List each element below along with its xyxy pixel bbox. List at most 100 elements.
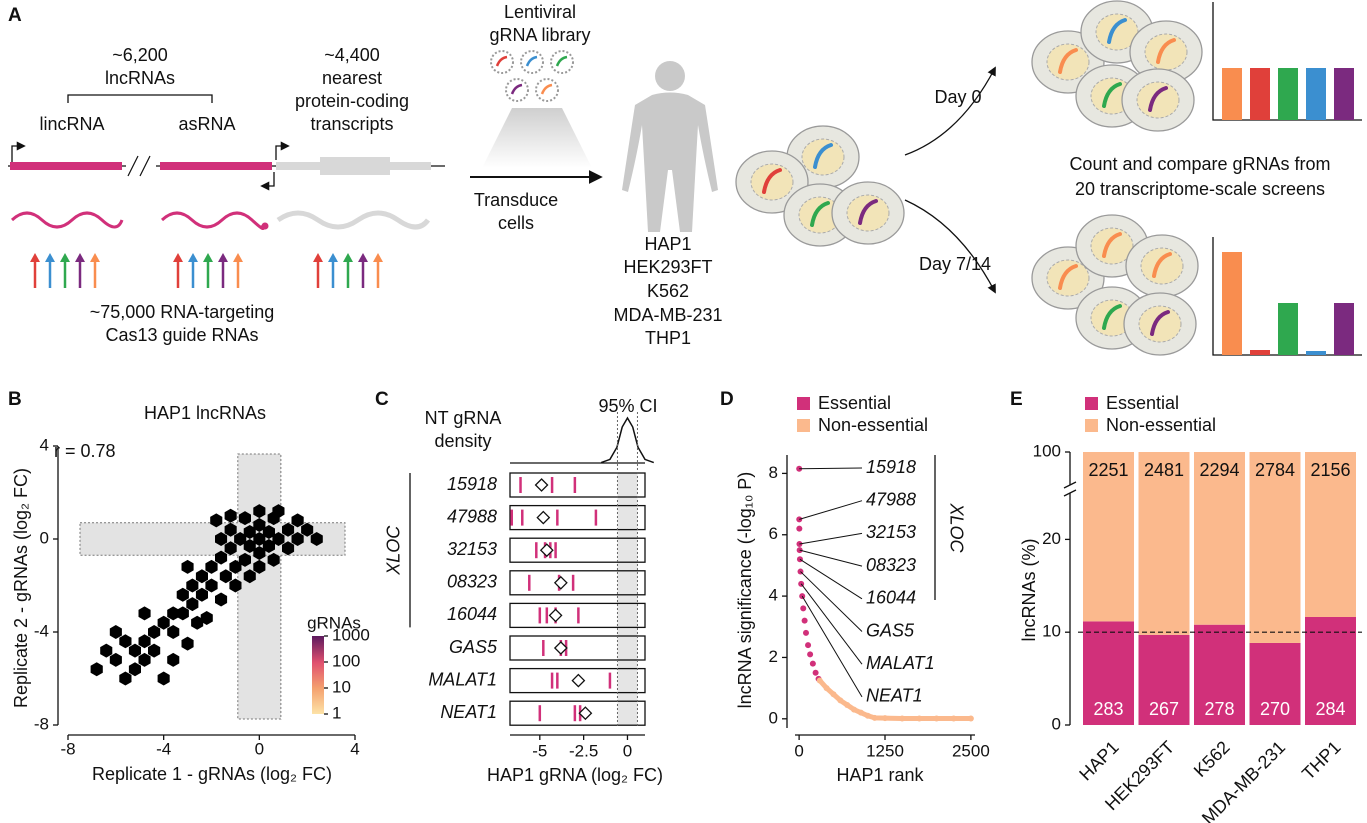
cell-rna (810, 201, 830, 227)
leader-line (800, 583, 863, 665)
label: gRNA library (489, 25, 590, 45)
virus (520, 50, 544, 74)
hexbin (310, 532, 323, 546)
panel-label: C (375, 389, 389, 410)
hexbin (229, 578, 242, 593)
annotation: r = 0.78 (54, 441, 116, 461)
category-label: 47988 (447, 506, 497, 526)
ci-band (617, 473, 638, 726)
hexbin (224, 541, 237, 556)
arrow-head (30, 253, 40, 262)
category-label: 08323 (447, 572, 497, 592)
cell-rna (1156, 38, 1176, 64)
label: Transduce (474, 190, 558, 210)
row-box (509, 700, 646, 726)
category-label: 16044 (447, 604, 497, 624)
hexbin (205, 578, 218, 593)
median (536, 510, 551, 525)
label: cells (498, 213, 534, 233)
annotation: GAS5 (866, 620, 915, 640)
coding-exon (320, 157, 390, 175)
colorbar-tick-label: 1000 (332, 625, 370, 644)
hexbin (186, 597, 199, 612)
label: Day 7/14 (919, 254, 991, 274)
label: Day 0 (934, 87, 981, 107)
cell-rna (1107, 18, 1127, 44)
point (882, 715, 888, 722)
hexbin (119, 634, 132, 649)
break (126, 158, 156, 174)
panel-label: D (720, 389, 734, 410)
row-box (509, 635, 646, 661)
arrow-head (203, 253, 213, 262)
hexbin (181, 559, 194, 574)
label: asRNA (178, 114, 235, 134)
cell-rna (1102, 82, 1122, 108)
annotation: NEAT1 (866, 686, 923, 706)
break-mark (127, 155, 151, 177)
hexbin (291, 532, 304, 546)
group-label: XLOC (384, 525, 404, 576)
arrow-head (75, 253, 85, 262)
hexbin (267, 552, 280, 567)
hexbin (215, 550, 228, 565)
panel-label: B (8, 389, 22, 410)
annotation: 16044 (866, 588, 916, 608)
point (871, 714, 878, 721)
density-curve (600, 416, 655, 464)
bar-segment (1083, 452, 1134, 622)
arrow-head (233, 253, 243, 262)
point (933, 715, 940, 722)
bracket (67, 94, 213, 103)
x-tick-label: 0 (794, 741, 803, 760)
virus-rna (495, 55, 508, 67)
cell-line: MDA-MB-231 (613, 305, 722, 325)
cell-rna (1102, 304, 1122, 330)
hexbin (243, 525, 256, 539)
point (812, 669, 819, 676)
lincrna-gene (10, 162, 122, 170)
y-tick-label: 2 (769, 647, 778, 666)
annotation: 15918 (866, 457, 916, 477)
bar-segment (1138, 452, 1190, 635)
bar-segment (1083, 621, 1134, 725)
bar-segment (1305, 616, 1356, 725)
point (857, 709, 864, 716)
hexbin (186, 578, 199, 593)
cell-line: HEK293FT (623, 257, 712, 277)
virus-rna (510, 83, 523, 95)
hexbin (176, 606, 189, 621)
y-tick-label: 10 (1042, 622, 1061, 641)
library (470, 50, 603, 184)
arrow-head (45, 253, 55, 262)
hexbin (301, 522, 314, 537)
row-box (509, 570, 646, 596)
point (805, 642, 812, 649)
value-label: 2156 (1310, 460, 1350, 480)
median (571, 673, 586, 688)
label: protein-coding (295, 91, 409, 111)
guide-arrows (30, 253, 383, 288)
hexbin (167, 625, 180, 639)
label: ~4,400 (324, 45, 380, 65)
nucleus (1136, 81, 1180, 119)
panel-label: E (1010, 389, 1023, 410)
legend-swatch (1085, 419, 1098, 432)
label: lncRNAs (105, 68, 175, 88)
density-label: NT gRNA (425, 408, 502, 428)
colorbar-tick-label: 1 (332, 703, 341, 722)
virus (535, 78, 559, 102)
x-tick-label: 1250 (866, 741, 904, 760)
hexbin (128, 643, 141, 658)
arrow-head (90, 253, 100, 262)
hexbin (272, 532, 285, 546)
median (578, 706, 593, 721)
density-label: density (434, 431, 491, 451)
leader-line (799, 558, 863, 600)
x-tick-label: 0 (623, 741, 632, 760)
tss-arrow (260, 172, 275, 191)
hexbin (210, 513, 223, 528)
leader-line (800, 571, 863, 632)
bar-segment (1305, 452, 1356, 617)
